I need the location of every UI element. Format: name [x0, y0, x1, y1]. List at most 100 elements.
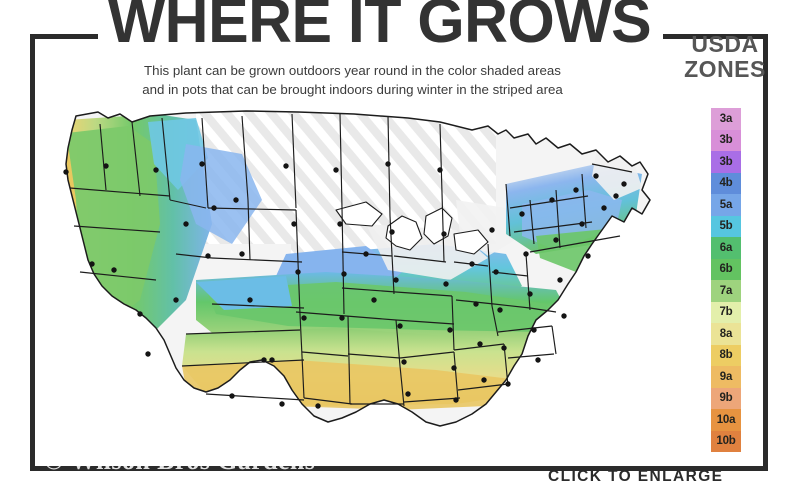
city-marker-group [63, 161, 627, 409]
city-marker [261, 357, 267, 363]
city-marker [205, 253, 211, 259]
city-marker [211, 205, 217, 211]
city-marker [601, 205, 607, 211]
city-marker [481, 377, 487, 383]
map-base-layer [36, 104, 696, 466]
city-marker [585, 253, 591, 259]
city-marker [341, 271, 347, 277]
legend-swatch-6b[interactable]: 6b [711, 258, 741, 280]
city-marker [573, 187, 579, 193]
city-marker [291, 221, 297, 227]
subtitle-line-1: This plant can be grown outdoors year ro… [144, 63, 561, 78]
city-marker [337, 221, 343, 227]
frame-bottom-right-border [673, 466, 768, 471]
frame-top-right-border [663, 34, 768, 39]
frame-top-left-border [30, 34, 98, 39]
city-marker [389, 229, 395, 235]
legend-swatch-9a[interactable]: 9a [711, 366, 741, 388]
legend-title-line-1: USDA [691, 31, 759, 57]
city-marker [441, 231, 447, 237]
frame-right-border [763, 34, 768, 438]
city-marker [239, 251, 245, 257]
legend-swatch-4b[interactable]: 4b [711, 172, 741, 194]
city-marker [447, 327, 453, 333]
legend-swatch-8a[interactable]: 8a [711, 323, 741, 345]
city-marker [339, 315, 345, 321]
frame-bottom-border [30, 466, 732, 471]
city-marker [497, 307, 503, 313]
city-marker [527, 291, 533, 297]
city-marker [89, 261, 95, 267]
city-marker [183, 221, 189, 227]
city-marker [519, 211, 525, 217]
city-marker [63, 169, 69, 175]
city-marker [301, 315, 307, 321]
city-marker [333, 167, 339, 173]
legend-swatch-3a[interactable]: 3a [711, 108, 741, 130]
city-marker [397, 323, 403, 329]
city-marker [103, 163, 109, 169]
city-marker [371, 297, 377, 303]
enlarge-caption[interactable]: CLICK TO ENLARGE [548, 468, 724, 485]
legend-title-line-2: ZONES [684, 56, 766, 82]
usda-hardiness-map[interactable] [36, 104, 696, 466]
city-marker [385, 161, 391, 167]
legend-swatch-5a[interactable]: 5a [711, 194, 741, 216]
legend-swatch-8b[interactable]: 8b [711, 344, 741, 366]
city-marker [593, 173, 599, 179]
city-marker [437, 167, 443, 173]
page-subtitle: This plant can be grown outdoors year ro… [55, 61, 650, 99]
city-marker [111, 267, 117, 273]
city-marker [557, 277, 563, 283]
city-marker [153, 167, 159, 173]
city-marker [443, 281, 449, 287]
city-marker [613, 193, 619, 199]
legend-swatch-5b[interactable]: 5b [711, 215, 741, 237]
city-marker [393, 277, 399, 283]
city-marker [621, 181, 627, 187]
city-marker [469, 261, 475, 267]
city-marker [295, 269, 301, 275]
frame-right-lower-border [763, 438, 768, 471]
city-marker [561, 313, 567, 319]
city-marker [405, 391, 411, 397]
city-marker [199, 161, 205, 167]
city-marker [451, 365, 457, 371]
city-marker [477, 341, 483, 347]
city-marker [247, 297, 253, 303]
map-outlines [65, 110, 651, 427]
city-marker [489, 227, 495, 233]
city-marker [579, 221, 585, 227]
city-marker [233, 197, 239, 203]
city-marker [145, 351, 151, 357]
city-marker [283, 163, 289, 169]
subtitle-line-2: and in pots that can be brought indoors … [142, 82, 563, 97]
city-marker [229, 393, 235, 399]
city-marker [363, 251, 369, 257]
city-marker [401, 359, 407, 365]
city-marker [493, 269, 499, 275]
legend-swatch-10a[interactable]: 10a [711, 409, 741, 431]
legend-swatch-7a[interactable]: 7a [711, 280, 741, 302]
legend-swatch-3b-alt[interactable]: 3b [711, 129, 741, 151]
legend-title: USDA ZONES [667, 32, 783, 82]
legend-swatch-list: 3a 3b 3b 4b 5a 5b 6a 6b 7a 7b 8a 8b 9a 9b 10a 10b [711, 108, 741, 452]
legend-swatch-10b[interactable]: 10b [711, 430, 741, 452]
city-marker [269, 357, 275, 363]
city-marker [549, 197, 555, 203]
city-marker [523, 251, 529, 257]
city-marker [535, 357, 541, 363]
legend-swatch-9b[interactable]: 9b [711, 387, 741, 409]
frame-left-border [30, 34, 35, 471]
city-marker [173, 297, 179, 303]
city-marker [501, 345, 507, 351]
legend-swatch-3b[interactable]: 3b [711, 151, 741, 173]
city-marker [473, 301, 479, 307]
city-marker [453, 397, 459, 403]
legend-swatch-7b[interactable]: 7b [711, 301, 741, 323]
city-marker [531, 327, 537, 333]
page-title: WHERE IT GROWS [107, 0, 652, 56]
legend-swatch-6a[interactable]: 6a [711, 237, 741, 259]
city-marker [315, 403, 321, 409]
city-marker [279, 401, 285, 407]
